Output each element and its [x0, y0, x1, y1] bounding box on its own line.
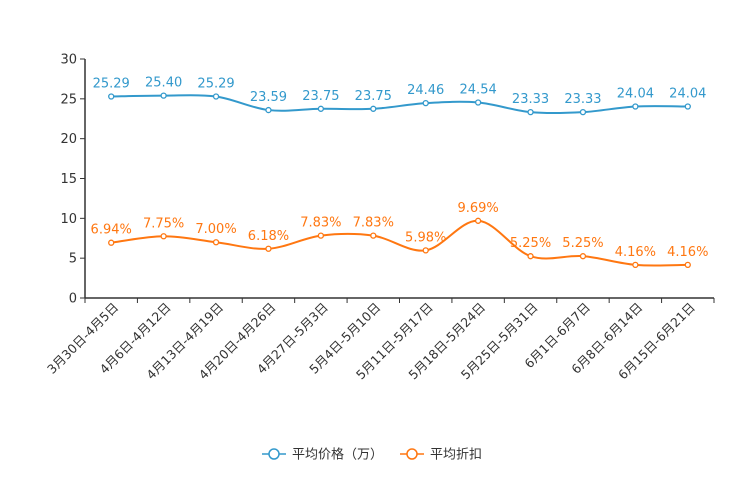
data-label: 25.29: [93, 77, 130, 92]
data-label: 6.18%: [248, 229, 289, 244]
series-1: 25.29 25.40 25.29 23.59 23.75 23.75 24.46 24.54…: [93, 76, 706, 116]
data-point[interactable]: [527, 108, 534, 116]
data-label: 23.75: [302, 89, 339, 104]
data-label: 23.75: [355, 89, 392, 104]
data-label: 4.16%: [615, 245, 656, 260]
data-label: 5.25%: [562, 236, 603, 251]
data-point[interactable]: [108, 93, 115, 100]
data-point[interactable]: [265, 106, 272, 114]
data-label: 23.59: [250, 90, 287, 105]
y-tick-label: 20: [60, 132, 77, 147]
data-label: 24.46: [407, 83, 444, 98]
y-tick-label: 15: [60, 172, 77, 187]
data-point[interactable]: [265, 245, 272, 252]
legend-label: 平均折扣: [430, 448, 482, 463]
y-tick-label: 5: [69, 252, 77, 267]
data-label: 9.69%: [457, 201, 498, 216]
data-point[interactable]: [632, 103, 639, 110]
series-line: [111, 94, 688, 115]
data-label: 24.04: [617, 86, 654, 101]
data-label: 24.54: [460, 82, 497, 97]
data-label: 5.25%: [510, 236, 551, 251]
chart-series: 25.29 25.40 25.29 23.59 23.75 23.75 24.46 24.54…: [91, 76, 708, 269]
data-label: 25.40: [145, 76, 182, 91]
data-label: 24.04: [669, 86, 706, 101]
data-point[interactable]: [684, 103, 691, 110]
data-point[interactable]: [474, 99, 482, 106]
legend-marker-icon: [268, 448, 280, 460]
y-tick-label: 25: [60, 92, 77, 107]
data-point[interactable]: [632, 261, 639, 269]
data-point[interactable]: [422, 99, 429, 107]
data-point[interactable]: [317, 105, 325, 112]
data-point[interactable]: [108, 239, 115, 246]
legend-marker-icon: [406, 448, 418, 460]
data-label: 4.16%: [667, 245, 708, 260]
data-point[interactable]: [370, 232, 377, 239]
data-point[interactable]: [160, 233, 167, 240]
legend-label: 平均价格（万）: [292, 447, 383, 463]
data-label: 7.83%: [300, 216, 341, 231]
y-tick-label: 30: [60, 53, 77, 68]
data-label: 5.98%: [405, 230, 446, 245]
data-point[interactable]: [579, 108, 587, 116]
y-tick-label: 0: [69, 292, 77, 307]
data-point[interactable]: [212, 239, 220, 246]
data-label: 6.94%: [91, 223, 132, 238]
data-label: 23.33: [512, 92, 549, 107]
y-tick-label: 10: [60, 212, 77, 227]
data-label: 7.00%: [195, 222, 236, 237]
data-point[interactable]: [527, 253, 534, 260]
data-label: 7.83%: [353, 216, 394, 231]
data-point[interactable]: [370, 105, 377, 112]
data-point[interactable]: [474, 217, 482, 224]
legend-item-2[interactable]: 平均折扣: [400, 448, 482, 463]
chart-legend[interactable]: 平均价格（万） 平均折扣: [262, 447, 482, 463]
data-label: 7.75%: [143, 216, 184, 231]
data-point[interactable]: [579, 253, 587, 260]
data-point[interactable]: [212, 93, 220, 100]
legend-item-1[interactable]: 平均价格（万）: [262, 447, 383, 463]
data-label: 25.29: [197, 77, 234, 92]
data-label: 23.33: [564, 92, 601, 107]
data-point[interactable]: [422, 247, 429, 254]
data-point[interactable]: [160, 92, 167, 99]
data-point[interactable]: [317, 232, 325, 239]
series-2: 6.94% 7.75% 7.00% 6.18% 7.83% 7.83% 5.98% 9.69%…: [91, 201, 708, 269]
data-point[interactable]: [684, 261, 691, 269]
